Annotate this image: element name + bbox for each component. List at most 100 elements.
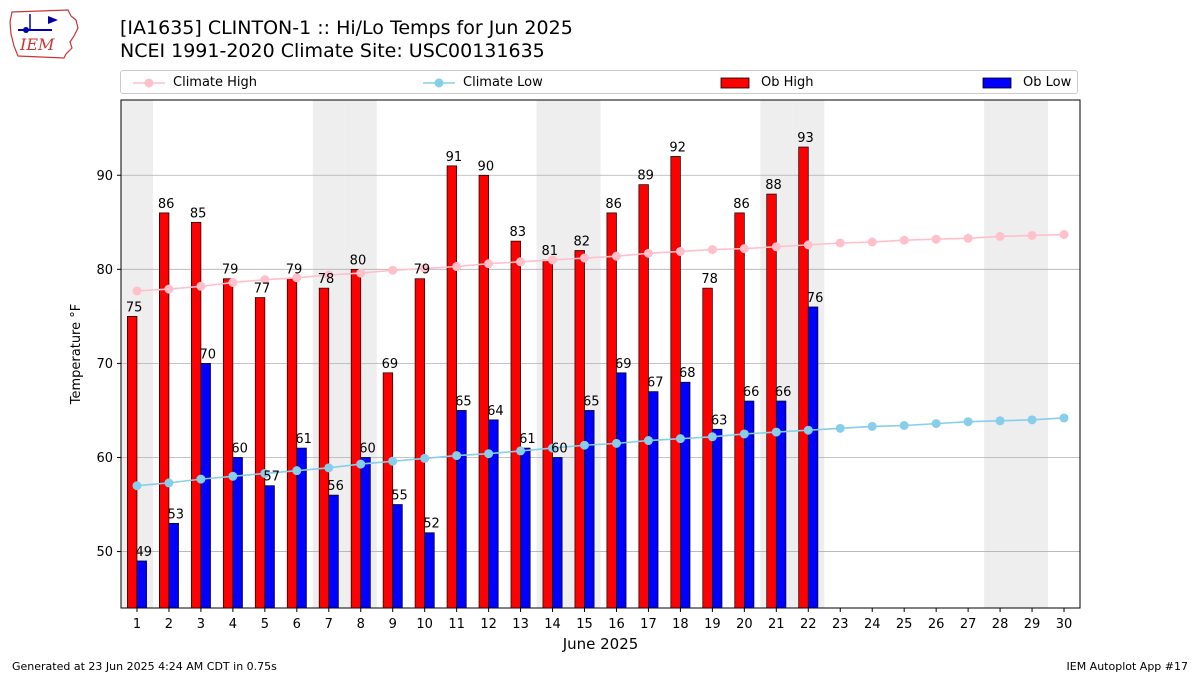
climate-high-point [580, 253, 590, 263]
ob-low-bar [392, 504, 403, 608]
climate-low-point [420, 453, 430, 463]
ob-high-bar [510, 240, 521, 608]
climate-low-point [1059, 413, 1069, 423]
ob-high-bar [159, 212, 170, 608]
climate-high-point [484, 259, 494, 269]
ob-high-bar [222, 278, 234, 608]
climate-high-point [963, 233, 973, 243]
x-axis-label: June 2025 [562, 635, 639, 653]
climate-low-point [899, 420, 909, 430]
climate-low-point [228, 471, 238, 481]
chart-title: [IA1635] CLINTON-1 :: Hi/Lo Temps for Ju… [120, 17, 573, 39]
climate-high-point [548, 255, 558, 265]
ob-low-bar [488, 419, 499, 608]
climate-high-point [675, 246, 685, 256]
ob-high-label: 83 [510, 225, 527, 240]
iem-logo: IEM [9, 9, 79, 59]
ob-low-bar [328, 494, 339, 608]
chart-legend: Climate High Climate Low Ob High Ob Low [120, 70, 1078, 94]
climate-low-point [707, 432, 717, 442]
ob-high-label: 88 [765, 178, 782, 193]
weekend-shade [1016, 100, 1049, 608]
x-tick-label: 6 [293, 617, 301, 632]
climate-low-line-icon [423, 78, 455, 88]
climate-low-point [132, 481, 142, 491]
climate-low-point [516, 446, 526, 456]
y-tick-label: 70 [96, 357, 113, 372]
ob-low-bar [712, 428, 723, 608]
ob-low-label: 63 [711, 413, 728, 428]
ob-high-bar [574, 250, 585, 608]
climate-low-point [324, 463, 334, 473]
ob-low-label: 55 [391, 489, 408, 504]
x-tick-label: 24 [864, 617, 881, 632]
ob-high-label: 86 [605, 197, 622, 212]
climate-low-point [484, 449, 494, 459]
legend-label: Ob High [761, 75, 814, 90]
climate-high-point [611, 251, 621, 261]
ob-low-bar-icon [982, 77, 1012, 89]
climate-high-point [356, 268, 366, 278]
ob-high-label: 90 [478, 159, 495, 174]
ob-high-label: 86 [733, 197, 750, 212]
ob-high-label: 80 [350, 253, 367, 268]
ob-low-label: 67 [647, 376, 664, 391]
y-tick-label: 90 [96, 169, 113, 184]
ob-high-bar [766, 193, 777, 608]
climate-low-point [995, 416, 1005, 426]
climate-high-point [388, 265, 398, 275]
ob-high-label: 86 [158, 197, 175, 212]
x-tick-label: 27 [960, 617, 977, 632]
ob-low-label: 66 [775, 385, 792, 400]
climate-high-point [132, 286, 142, 296]
ob-high-label: 89 [637, 169, 654, 184]
x-tick-label: 10 [416, 617, 433, 632]
ob-high-bar [254, 297, 266, 608]
ob-high-bar [478, 174, 489, 608]
climate-low-point [292, 466, 302, 476]
climate-low-point [388, 456, 398, 466]
logo-text: IEM [19, 35, 55, 54]
ob-high-bar [318, 287, 330, 608]
plot-frame [120, 99, 1081, 609]
y-tick-label: 80 [96, 263, 113, 278]
ob-high-bar [702, 287, 713, 608]
x-tick-label: 12 [480, 617, 497, 632]
climate-high-point [771, 242, 781, 252]
ob-low-label: 60 [551, 441, 568, 456]
ob-low-label: 56 [327, 479, 344, 494]
ob-high-bar [542, 259, 553, 608]
ob-low-bar [648, 391, 659, 608]
y-tick-label: 60 [96, 451, 113, 466]
ob-high-label: 79 [414, 263, 431, 278]
x-tick-label: 16 [608, 617, 625, 632]
climate-high-line-icon [133, 78, 165, 88]
x-tick-label: 4 [229, 617, 237, 632]
climate-low-point [452, 451, 462, 461]
ob-high-label: 78 [318, 272, 335, 287]
climate-low-point [771, 427, 781, 437]
x-tick-label: 30 [1056, 617, 1073, 632]
x-tick-label: 17 [640, 617, 657, 632]
climate-high-point [196, 281, 206, 291]
ob-low-label: 60 [359, 441, 376, 456]
climate-high-point [899, 235, 909, 245]
app-footer: IEM Autoplot App #17 [1066, 660, 1189, 673]
x-tick-label: 28 [992, 617, 1009, 632]
climate-low-point [580, 440, 590, 450]
y-axis-label: Temperature °F [69, 304, 84, 405]
x-tick-label: 3 [197, 617, 205, 632]
ob-high-bar [350, 268, 362, 608]
climate-low-point [963, 417, 973, 427]
ob-high-label: 93 [797, 131, 814, 146]
x-tick-label: 14 [544, 617, 561, 632]
ob-high-bar [670, 156, 681, 608]
climate-low-point [675, 434, 685, 444]
climate-high-point [867, 237, 877, 247]
climate-high-point [452, 262, 462, 272]
ob-low-label: 66 [743, 385, 760, 400]
climate-high-point [516, 257, 526, 267]
x-tick-label: 2 [165, 617, 173, 632]
climate-high-point [1059, 230, 1069, 240]
